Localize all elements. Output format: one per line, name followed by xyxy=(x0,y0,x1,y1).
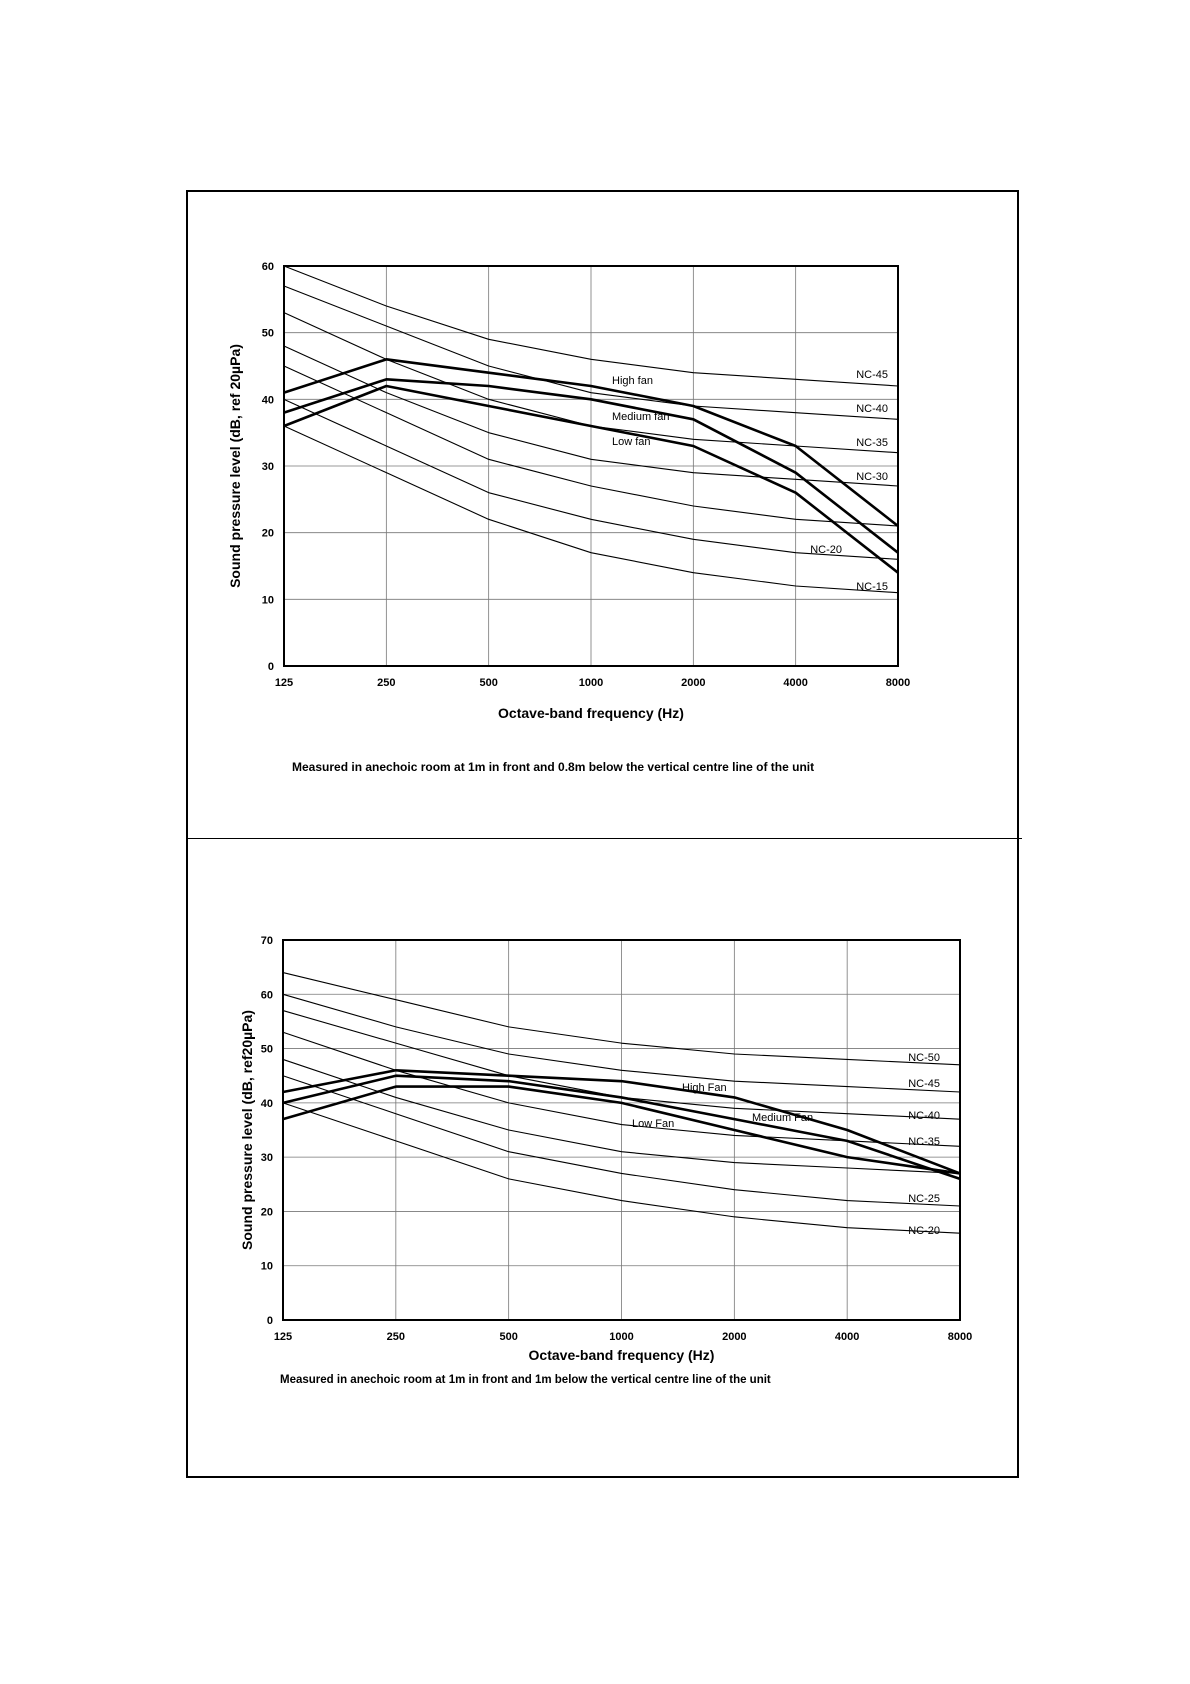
bottom-series-high-fan xyxy=(282,1068,961,1175)
top-x-tick-label: 2000 xyxy=(681,677,705,689)
chart-top-note: Measured in anechoic room at 1m in front… xyxy=(292,760,815,774)
bottom-y-tick-label: 30 xyxy=(261,1152,273,1164)
bottom-x-tick-label: 8000 xyxy=(948,1331,972,1343)
top-x-tick-label: 125 xyxy=(275,677,293,689)
bottom-x-tick-label: 1000 xyxy=(609,1331,633,1343)
top-series-nc-15 xyxy=(283,425,899,594)
bottom-series-medium-fan xyxy=(282,1074,961,1181)
bottom-x-tick-label: 250 xyxy=(387,1331,405,1343)
top-x-tick-label: 8000 xyxy=(886,677,910,689)
top-y-tick-label: 50 xyxy=(262,328,274,340)
top-series-label-nc-20: NC-20 xyxy=(810,544,842,556)
bottom-series-label-high-fan: High Fan xyxy=(682,1082,727,1094)
top-y-tick-label: 30 xyxy=(262,461,274,473)
bottom-series-label-nc-50: NC-50 xyxy=(908,1052,940,1064)
bottom-series-label-nc-35: NC-35 xyxy=(908,1136,940,1148)
top-y-tick-label: 40 xyxy=(262,394,274,406)
top-series-label-low-fan: Low fan xyxy=(612,436,651,448)
bottom-y-tick-label: 10 xyxy=(261,1261,273,1273)
top-series-nc-40 xyxy=(283,285,899,420)
page-frame xyxy=(186,190,1019,1478)
bottom-y-axis-title: Sound pressure level (dB, ref20µPa) xyxy=(239,1010,255,1250)
bottom-series-label-nc-25: NC-25 xyxy=(908,1193,940,1205)
bottom-series-label-low-fan: Low Fan xyxy=(632,1118,674,1130)
top-series-label-nc-40: NC-40 xyxy=(856,403,888,415)
top-x-axis-title: Octave-band frequency (Hz) xyxy=(498,705,684,721)
top-series-low-fan xyxy=(283,384,899,574)
top-y-tick-label: 0 xyxy=(268,661,274,673)
top-series-label-high-fan: High fan xyxy=(612,375,653,387)
bottom-series-label-nc-20: NC-20 xyxy=(908,1225,940,1237)
bottom-x-tick-label: 4000 xyxy=(835,1331,859,1343)
top-series-nc-45 xyxy=(283,265,899,387)
top-y-axis-title: Sound pressure level (dB, ref 20µPa) xyxy=(227,344,243,588)
top-y-tick-label: 60 xyxy=(262,261,274,273)
top-x-tick-label: 1000 xyxy=(579,677,603,689)
top-x-tick-label: 250 xyxy=(377,677,395,689)
top-plot-area xyxy=(283,265,899,667)
bottom-y-tick-label: 50 xyxy=(261,1044,273,1056)
bottom-y-tick-label: 60 xyxy=(261,989,273,1001)
bottom-series-nc-25 xyxy=(282,1075,961,1207)
bottom-y-tick-label: 0 xyxy=(267,1315,273,1327)
chart-bottom-note: Measured in anechoic room at 1m in front… xyxy=(280,1374,771,1386)
top-series-label-medium-fan: Medium fan xyxy=(612,411,669,423)
bottom-series-label-nc-45: NC-45 xyxy=(908,1078,940,1090)
bottom-series-nc-50 xyxy=(282,972,961,1066)
bottom-series-nc-20 xyxy=(282,1102,961,1234)
top-series-label-nc-30: NC-30 xyxy=(856,471,888,483)
top-y-tick-label: 10 xyxy=(262,594,274,606)
bottom-series-label-nc-40: NC-40 xyxy=(908,1110,940,1122)
bottom-series-label-medium-fan: Medium Fan xyxy=(752,1112,813,1124)
bottom-x-axis-title: Octave-band frequency (Hz) xyxy=(529,1347,715,1363)
top-series-nc-20 xyxy=(283,398,899,560)
bottom-x-tick-label: 125 xyxy=(274,1331,292,1343)
bottom-x-tick-label: 2000 xyxy=(722,1331,746,1343)
top-x-tick-label: 4000 xyxy=(783,677,807,689)
top-series-label-nc-15: NC-15 xyxy=(856,581,888,593)
bottom-series-nc-curve xyxy=(282,1058,961,1174)
bottom-plot-area xyxy=(282,939,961,1321)
top-series-label-nc-45: NC-45 xyxy=(856,369,888,381)
top-series-nc-curve xyxy=(283,365,899,527)
panel-divider xyxy=(186,838,1022,839)
bottom-y-tick-label: 20 xyxy=(261,1206,273,1218)
bottom-series-low-fan xyxy=(282,1085,961,1175)
top-y-tick-label: 20 xyxy=(262,528,274,540)
top-series-nc-30 xyxy=(283,345,899,487)
top-series-label-nc-35: NC-35 xyxy=(856,437,888,449)
top-series-high-fan xyxy=(283,358,899,528)
bottom-series-nc-45 xyxy=(282,993,961,1093)
top-x-tick-label: 500 xyxy=(479,677,497,689)
bottom-y-tick-label: 70 xyxy=(261,935,273,947)
bottom-x-tick-label: 500 xyxy=(499,1331,517,1343)
top-series-medium-fan xyxy=(283,378,899,554)
bottom-y-tick-label: 40 xyxy=(261,1098,273,1110)
